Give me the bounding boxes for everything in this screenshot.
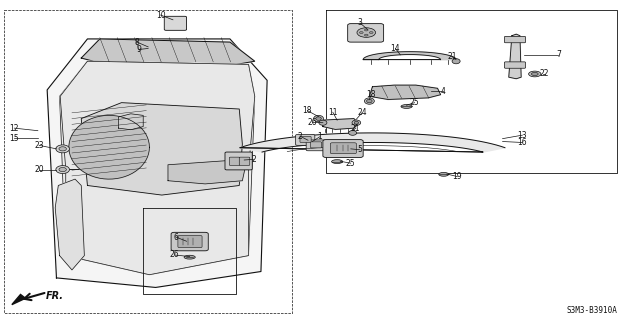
- Text: 20: 20: [34, 165, 44, 174]
- FancyBboxPatch shape: [239, 157, 250, 165]
- Text: 13: 13: [517, 131, 527, 140]
- Ellipse shape: [366, 99, 372, 103]
- Polygon shape: [47, 39, 267, 287]
- Text: 12: 12: [9, 124, 19, 132]
- Text: 15: 15: [9, 134, 19, 143]
- Polygon shape: [369, 85, 441, 100]
- Text: 14: 14: [391, 44, 400, 53]
- Text: 2: 2: [251, 155, 256, 164]
- Polygon shape: [509, 34, 521, 79]
- Polygon shape: [66, 170, 248, 275]
- FancyBboxPatch shape: [225, 152, 252, 170]
- Text: 4: 4: [441, 87, 445, 96]
- Text: 16: 16: [517, 138, 527, 147]
- Polygon shape: [119, 114, 143, 130]
- Ellipse shape: [365, 98, 374, 104]
- Ellipse shape: [315, 117, 321, 120]
- Text: S3M3-B3910A: S3M3-B3910A: [566, 306, 617, 315]
- Polygon shape: [12, 294, 25, 305]
- Ellipse shape: [369, 32, 373, 34]
- Ellipse shape: [56, 165, 70, 173]
- FancyBboxPatch shape: [310, 142, 322, 148]
- FancyBboxPatch shape: [323, 140, 363, 157]
- Ellipse shape: [319, 120, 327, 125]
- FancyBboxPatch shape: [348, 24, 384, 42]
- Text: 2: 2: [297, 132, 302, 140]
- Ellipse shape: [532, 72, 538, 76]
- Ellipse shape: [365, 34, 368, 36]
- Text: 19: 19: [453, 172, 462, 181]
- Ellipse shape: [352, 120, 361, 125]
- Ellipse shape: [357, 28, 376, 37]
- Text: 9: 9: [137, 45, 142, 54]
- Text: 11: 11: [328, 108, 338, 117]
- Text: 18: 18: [302, 106, 312, 115]
- Polygon shape: [69, 116, 150, 179]
- Polygon shape: [60, 61, 255, 170]
- Polygon shape: [81, 39, 255, 64]
- FancyBboxPatch shape: [330, 143, 356, 154]
- Text: 26: 26: [170, 251, 179, 260]
- Polygon shape: [60, 61, 255, 275]
- Ellipse shape: [360, 32, 363, 34]
- Text: 22: 22: [540, 69, 550, 78]
- Text: 25: 25: [346, 159, 356, 168]
- Text: 7: 7: [556, 50, 561, 59]
- Ellipse shape: [56, 145, 70, 153]
- Ellipse shape: [401, 105, 412, 108]
- Text: 1: 1: [317, 132, 322, 141]
- FancyBboxPatch shape: [178, 236, 202, 248]
- Text: 5: 5: [358, 145, 363, 154]
- Ellipse shape: [354, 121, 358, 124]
- Ellipse shape: [59, 147, 66, 151]
- Text: FR.: FR.: [45, 292, 63, 301]
- Ellipse shape: [314, 116, 324, 122]
- Text: 18: 18: [366, 90, 376, 99]
- FancyBboxPatch shape: [306, 140, 325, 151]
- Text: 26: 26: [307, 118, 317, 127]
- Text: 8: 8: [135, 38, 139, 47]
- FancyBboxPatch shape: [504, 36, 525, 43]
- Ellipse shape: [348, 131, 356, 135]
- Ellipse shape: [528, 71, 541, 77]
- Text: 24: 24: [357, 108, 367, 117]
- FancyBboxPatch shape: [504, 62, 525, 68]
- Polygon shape: [363, 52, 456, 60]
- FancyBboxPatch shape: [165, 16, 186, 30]
- FancyBboxPatch shape: [229, 157, 240, 165]
- Polygon shape: [240, 133, 505, 152]
- Ellipse shape: [184, 255, 195, 259]
- Polygon shape: [322, 119, 359, 129]
- Text: 21: 21: [351, 124, 360, 132]
- Text: 3: 3: [358, 19, 363, 28]
- Ellipse shape: [439, 172, 449, 176]
- Polygon shape: [168, 160, 245, 184]
- Text: 21: 21: [447, 52, 456, 61]
- FancyBboxPatch shape: [300, 136, 311, 142]
- Ellipse shape: [332, 160, 343, 164]
- Ellipse shape: [365, 29, 368, 31]
- Polygon shape: [81, 103, 242, 195]
- Ellipse shape: [452, 59, 460, 64]
- Text: 25: 25: [410, 98, 419, 107]
- Text: 6: 6: [174, 233, 178, 242]
- FancyBboxPatch shape: [171, 232, 208, 251]
- Text: 23: 23: [34, 141, 44, 150]
- Ellipse shape: [59, 167, 66, 172]
- FancyBboxPatch shape: [296, 134, 315, 145]
- Polygon shape: [55, 179, 84, 270]
- Text: 10: 10: [156, 11, 165, 20]
